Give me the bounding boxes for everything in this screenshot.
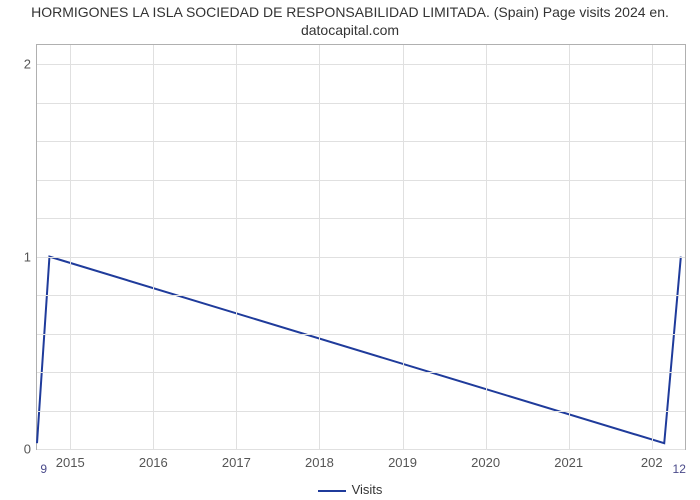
x-tick-label: 2018 bbox=[305, 449, 334, 470]
gridline-h bbox=[37, 218, 685, 219]
y-tick-label: 2 bbox=[24, 57, 37, 72]
gridline-v bbox=[569, 45, 570, 449]
gridline-v bbox=[652, 45, 653, 449]
chart-title: HORMIGONES LA ISLA SOCIEDAD DE RESPONSAB… bbox=[0, 4, 700, 39]
gridline-v bbox=[403, 45, 404, 449]
title-line-1: HORMIGONES LA ISLA SOCIEDAD DE RESPONSAB… bbox=[31, 4, 669, 20]
visits-line bbox=[37, 257, 681, 444]
point-annotation: 12 bbox=[673, 462, 686, 476]
gridline-h bbox=[37, 257, 685, 258]
x-tick-label: 2016 bbox=[139, 449, 168, 470]
gridline-h bbox=[37, 141, 685, 142]
gridline-h bbox=[37, 449, 685, 450]
y-tick-label: 0 bbox=[24, 442, 37, 457]
x-tick-label: 2020 bbox=[471, 449, 500, 470]
gridline-h bbox=[37, 180, 685, 181]
plot-area: 0122015201620172018201920202021202912 bbox=[36, 44, 686, 450]
x-tick-label: 2019 bbox=[388, 449, 417, 470]
gridline-v bbox=[236, 45, 237, 449]
gridline-h bbox=[37, 64, 685, 65]
x-tick-label: 2021 bbox=[554, 449, 583, 470]
chart-container: HORMIGONES LA ISLA SOCIEDAD DE RESPONSAB… bbox=[0, 0, 700, 500]
gridline-h bbox=[37, 334, 685, 335]
gridline-h bbox=[37, 103, 685, 104]
gridline-v bbox=[153, 45, 154, 449]
legend: Visits bbox=[0, 482, 700, 497]
y-tick-label: 1 bbox=[24, 249, 37, 264]
legend-label: Visits bbox=[352, 482, 383, 497]
gridline-h bbox=[37, 372, 685, 373]
legend-swatch bbox=[318, 490, 346, 492]
x-tick-label: 202 bbox=[641, 449, 663, 470]
gridline-v bbox=[70, 45, 71, 449]
title-line-2: datocapital.com bbox=[301, 22, 399, 38]
point-annotation: 9 bbox=[40, 462, 47, 476]
gridline-v bbox=[486, 45, 487, 449]
x-tick-label: 2017 bbox=[222, 449, 251, 470]
x-tick-label: 2015 bbox=[56, 449, 85, 470]
gridline-h bbox=[37, 411, 685, 412]
gridline-v bbox=[319, 45, 320, 449]
series-line bbox=[37, 45, 685, 449]
gridline-h bbox=[37, 295, 685, 296]
